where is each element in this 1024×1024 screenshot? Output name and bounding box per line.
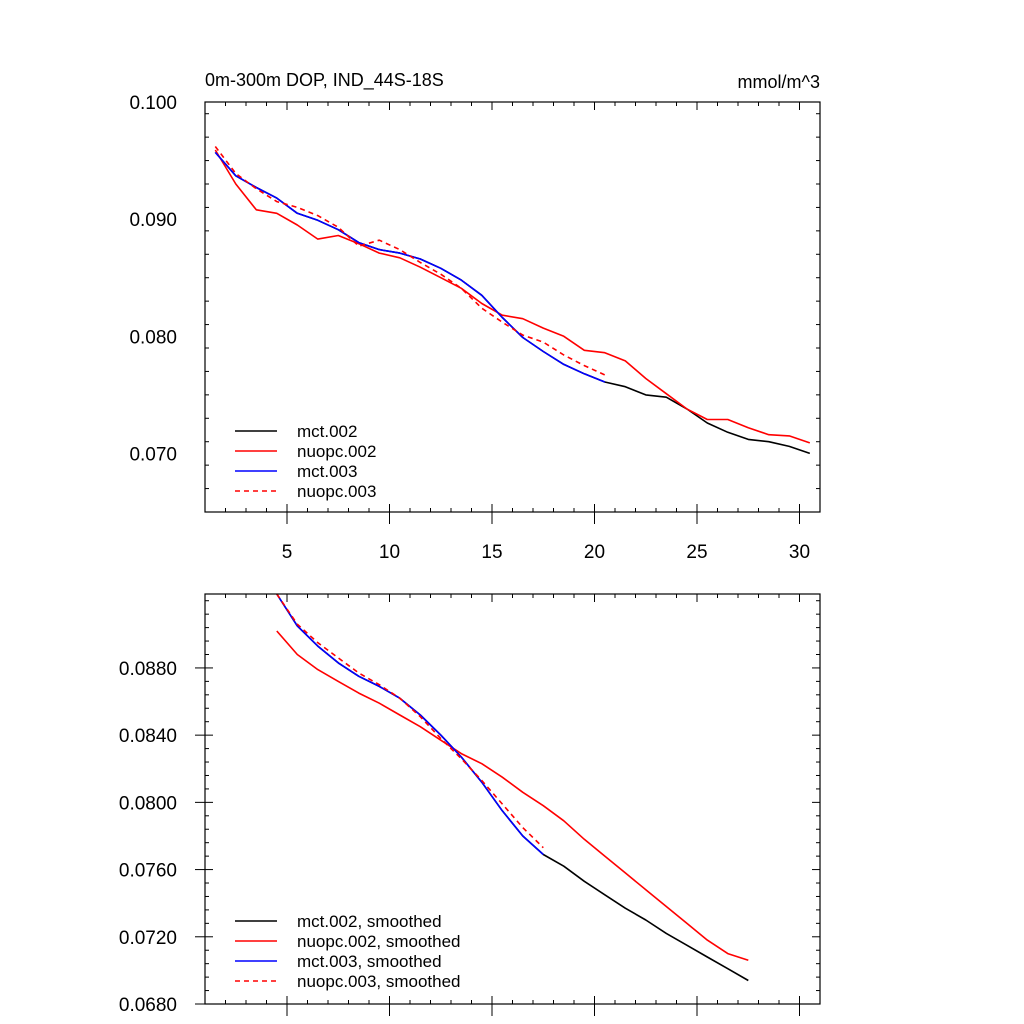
y-tick-label: 0.0840 (119, 726, 177, 747)
y-tick-label: 0.0760 (119, 861, 177, 882)
y-tick-label: 0.100 (129, 93, 177, 114)
y-tick-label: 0.080 (129, 327, 177, 348)
y-tick-label: 0.090 (129, 210, 177, 231)
x-tick-label: 30 (789, 542, 810, 563)
x-tick-label: 20 (584, 542, 605, 563)
top-panel: 0m-300m DOP, IND_44S-18S mmol/m^3 0.0700… (129, 70, 821, 563)
y-tick-label: 0.0880 (119, 659, 177, 680)
y-tick-label: 0.070 (129, 444, 177, 465)
top-y-tick-labels: 0.070 0.080 0.090 0.100 (129, 93, 177, 465)
series-line-mct-003-smoothed (276, 593, 544, 856)
series-line-nuopc-003 (214, 146, 606, 376)
legend-label: mct.003, smoothed (297, 952, 442, 971)
legend-label: mct.003 (297, 462, 357, 481)
top-title: 0m-300m DOP, IND_44S-18S (205, 70, 444, 91)
x-tick-label: 25 (686, 542, 707, 563)
legend-label: nuopc.003, smoothed (297, 972, 461, 991)
bottom-y-tick-labels: 0.0680 0.0720 0.0760 0.0800 0.0840 0.0880 (119, 659, 177, 1016)
top-plot-frame (204, 101, 821, 513)
top-axis-ticks (204, 102, 821, 524)
top-series-lines (214, 146, 811, 455)
series-line-mct-002 (214, 151, 811, 455)
top-units: mmol/m^3 (738, 72, 820, 92)
bottom-panel: 0.0680 0.0720 0.0760 0.0800 0.0840 0.0880 mct… (119, 593, 821, 1016)
y-tick-label: 0.0800 (119, 793, 177, 814)
series-line-nuopc-002 (214, 149, 811, 444)
x-tick-label: 5 (282, 542, 293, 563)
bottom-plot-frame (204, 593, 821, 1005)
legend-label: mct.002 (297, 422, 357, 441)
legend-label: nuopc.002 (297, 442, 376, 461)
x-tick-label: 10 (379, 542, 400, 563)
legend-label: nuopc.003 (297, 482, 376, 501)
y-tick-label: 0.0680 (119, 995, 177, 1016)
series-line-mct-003 (214, 151, 606, 383)
bottom-series-lines (276, 593, 749, 982)
top-x-tick-labels: 5 10 15 20 25 30 (282, 542, 810, 563)
legend-label: nuopc.002, smoothed (297, 932, 461, 951)
legend-label: mct.002, smoothed (297, 912, 442, 931)
y-tick-label: 0.0720 (119, 928, 177, 949)
x-tick-label: 15 (481, 542, 502, 563)
series-line-nuopc-002-smoothed (276, 630, 749, 962)
